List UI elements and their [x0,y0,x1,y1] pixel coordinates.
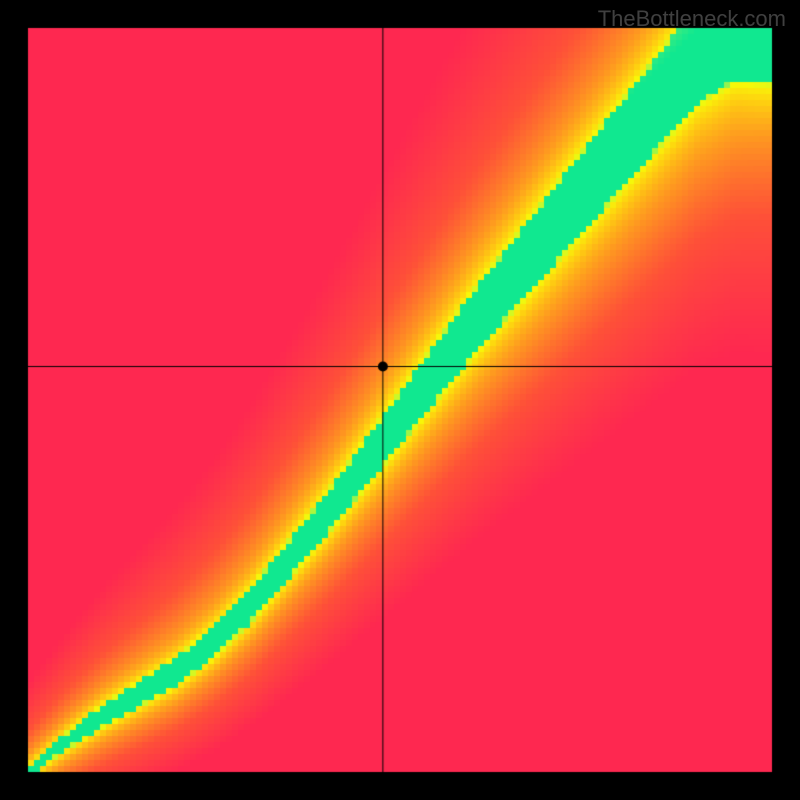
bottleneck-heatmap-canvas [0,0,800,800]
chart-container: TheBottleneck.com [0,0,800,800]
watermark-text: TheBottleneck.com [598,6,786,32]
